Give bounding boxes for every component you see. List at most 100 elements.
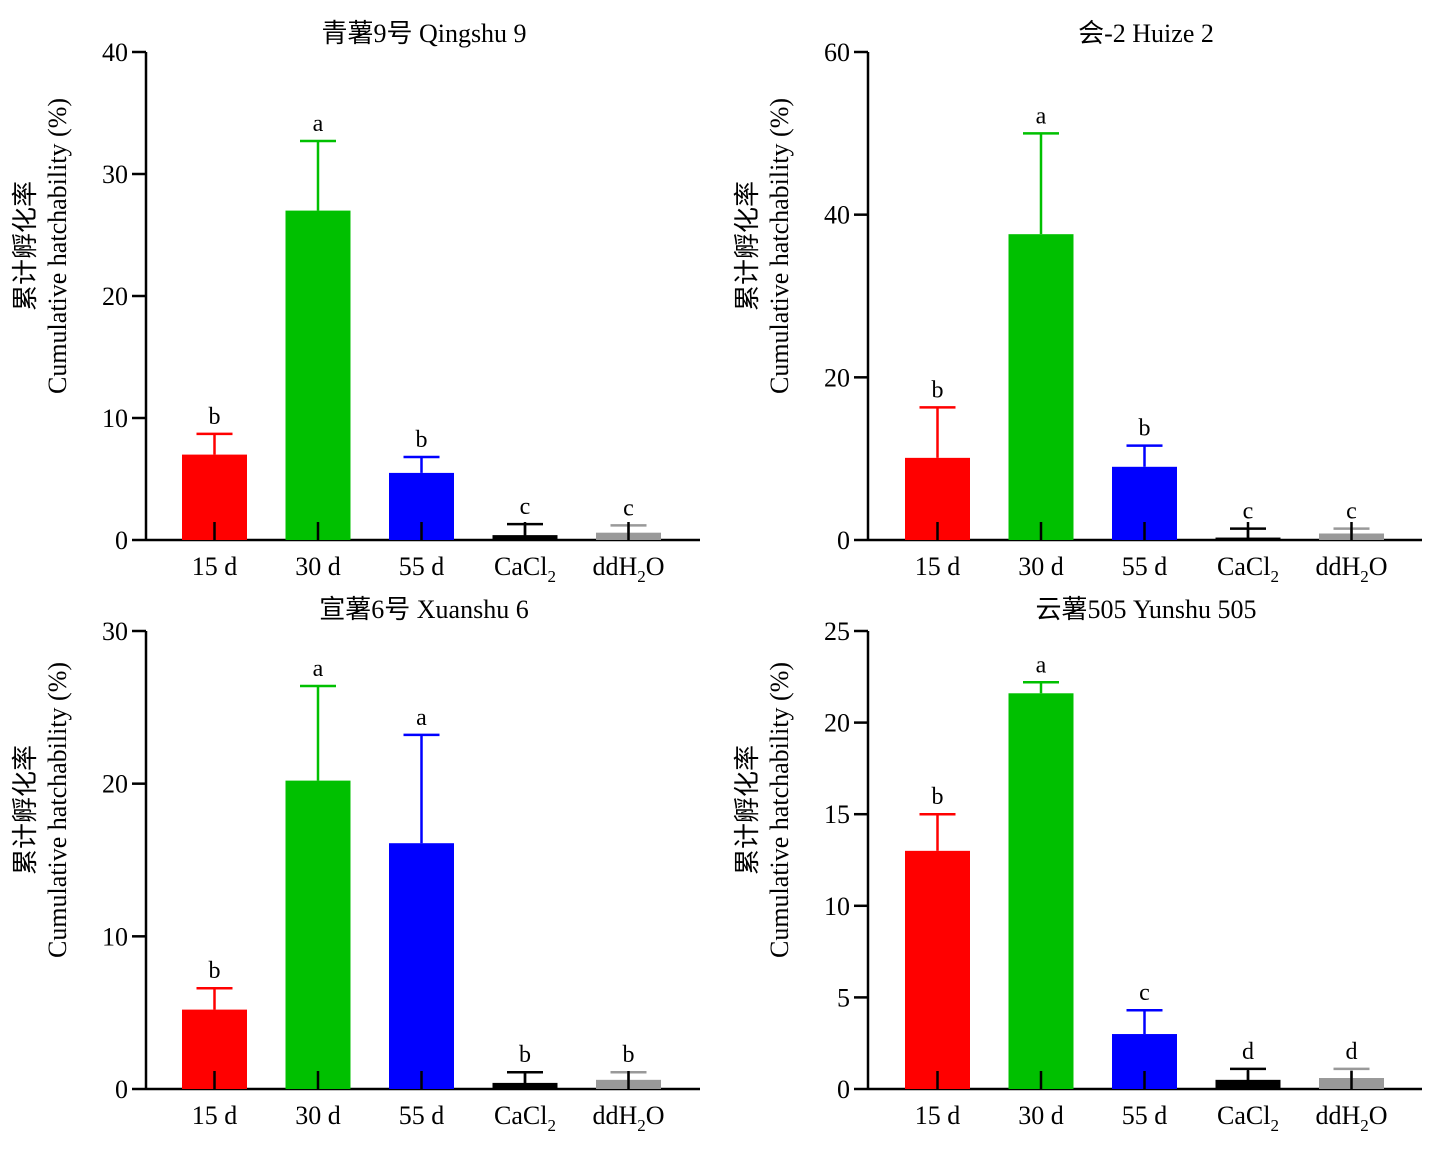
x-tick-label-text: 15 d (192, 552, 238, 581)
y-tick-label: 0 (837, 1075, 850, 1104)
significance-label: b (416, 427, 428, 453)
x-tick-label-subscript: 2 (1270, 567, 1279, 586)
x-tick-label: ddH2O (1315, 1101, 1387, 1135)
x-tick-label-subscript: 2 (637, 1116, 646, 1135)
significance-label: b (209, 958, 221, 984)
x-tick-label: ddH2O (1315, 552, 1387, 586)
significance-label: d (1242, 1039, 1254, 1065)
chart-panel-3: 宣薯6号 Xuanshu 6 累计孵化率 Cumulative hatchabili… (11, 595, 700, 1135)
bar-2 (1008, 234, 1074, 541)
x-tick-label-suffix: O (646, 552, 665, 581)
chart-title: 会-2 Huize 2 (1078, 19, 1214, 48)
x-tick-label: 15 d (192, 1101, 238, 1130)
x-tick-label: 15 d (915, 552, 961, 581)
x-tick-label-text: 30 d (295, 1101, 341, 1130)
significance-label: c (1139, 980, 1150, 1006)
significance-label: b (1139, 416, 1151, 442)
y-tick-label: 40 (824, 201, 850, 230)
y-tick-label: 10 (102, 922, 128, 951)
x-tick-label-suffix: O (646, 1101, 665, 1130)
x-tick-label-text: 15 d (192, 1101, 238, 1130)
y-axis-label-zh: 累计孵化率 (733, 181, 762, 311)
y-axis-label-zh: 累计孵化率 (733, 745, 762, 875)
x-tick-label: 55 d (1122, 552, 1168, 581)
significance-label: b (932, 377, 944, 403)
x-tick-label-text: ddH (592, 1101, 637, 1130)
x-tick-label: CaCl2 (494, 552, 556, 586)
y-tick-label: 20 (824, 709, 850, 738)
y-axis-label-zh: 累计孵化率 (11, 745, 40, 875)
bar-3 (389, 843, 454, 1089)
y-axis-label-en: Cumulative hatchability (%) (43, 98, 72, 394)
y-axis-label-en: Cumulative hatchability (%) (765, 662, 794, 958)
y-axis-label-zh: 累计孵化率 (11, 181, 40, 311)
bar-2 (1008, 693, 1074, 1089)
significance-label: b (623, 1042, 635, 1068)
x-tick-label-subscript: 2 (1360, 1116, 1369, 1135)
x-tick-label-suffix: O (1369, 552, 1388, 581)
y-tick-label: 0 (115, 526, 128, 555)
x-tick-label-text: 55 d (399, 552, 445, 581)
x-tick-label-text: CaCl (494, 1101, 547, 1130)
x-tick-label: 30 d (295, 552, 341, 581)
x-tick-label-text: ddH (1315, 552, 1360, 581)
x-tick-label-subscript: 2 (547, 1116, 556, 1135)
significance-label: d (1346, 1039, 1358, 1065)
x-tick-label-text: CaCl (1217, 552, 1270, 581)
x-tick-label-text: 30 d (1018, 552, 1064, 581)
significance-label: a (313, 656, 324, 682)
x-tick-label-text: 30 d (295, 552, 341, 581)
x-tick-label: 55 d (399, 1101, 445, 1130)
x-tick-label-subscript: 2 (1270, 1116, 1279, 1135)
chart-panel-2: 会-2 Huize 2 累计孵化率 Cumulative hatchability … (733, 19, 1422, 586)
chart-title: 云薯505 Yunshu 505 (1035, 595, 1256, 624)
significance-label: a (416, 705, 427, 731)
x-tick-label: 15 d (192, 552, 238, 581)
x-tick-label-text: 15 d (915, 1101, 961, 1130)
bar-2 (285, 210, 351, 540)
chart-panel-1: 青薯9号 Qingshu 9 累计孵化率 Cumulative hatchabili… (11, 19, 700, 586)
chart-title: 青薯9号 Qingshu 9 (321, 19, 526, 48)
y-tick-label: 20 (102, 770, 128, 799)
x-tick-label-text: 55 d (1122, 552, 1168, 581)
x-tick-label-text: CaCl (1217, 1101, 1270, 1130)
x-tick-label: ddH2O (592, 1101, 664, 1135)
x-tick-label-text: 55 d (399, 1101, 445, 1130)
bar-1 (905, 850, 970, 1089)
chart-title: 宣薯6号 Xuanshu 6 (319, 595, 528, 624)
x-tick-label-text: 55 d (1122, 1101, 1168, 1130)
y-tick-label: 30 (102, 160, 128, 189)
y-axis-label-en: Cumulative hatchability (%) (765, 98, 794, 394)
chart-panel-4: 云薯505 Yunshu 505 累计孵化率 Cumulative hatchabi… (733, 595, 1422, 1135)
y-tick-label: 40 (102, 38, 128, 67)
x-tick-label: 55 d (399, 552, 445, 581)
significance-label: a (313, 111, 324, 137)
x-tick-label: 30 d (295, 1101, 341, 1130)
x-tick-label-text: ddH (1315, 1101, 1360, 1130)
x-tick-label: 55 d (1122, 1101, 1168, 1130)
significance-label: b (932, 784, 944, 810)
x-tick-label-subscript: 2 (1360, 567, 1369, 586)
significance-label: c (1243, 499, 1254, 525)
x-tick-label-suffix: O (1369, 1101, 1388, 1130)
y-tick-label: 20 (824, 363, 850, 392)
y-tick-label: 15 (824, 800, 850, 829)
y-tick-label: 10 (102, 404, 128, 433)
x-tick-label: CaCl2 (1217, 1101, 1279, 1135)
x-tick-label: CaCl2 (494, 1101, 556, 1135)
y-tick-label: 0 (115, 1075, 128, 1104)
y-tick-label: 25 (824, 617, 850, 646)
x-tick-label-subscript: 2 (547, 567, 556, 586)
x-tick-label: ddH2O (592, 552, 664, 586)
y-tick-label: 60 (824, 38, 850, 67)
significance-label: c (1346, 499, 1357, 525)
significance-label: b (209, 404, 221, 430)
y-tick-label: 10 (824, 892, 850, 921)
bar-2 (285, 780, 351, 1089)
x-tick-label: 30 d (1018, 552, 1064, 581)
x-tick-label-text: ddH (592, 552, 637, 581)
significance-label: b (519, 1042, 531, 1068)
y-axis-label-en: Cumulative hatchability (%) (43, 662, 72, 958)
x-tick-label: 30 d (1018, 1101, 1064, 1130)
